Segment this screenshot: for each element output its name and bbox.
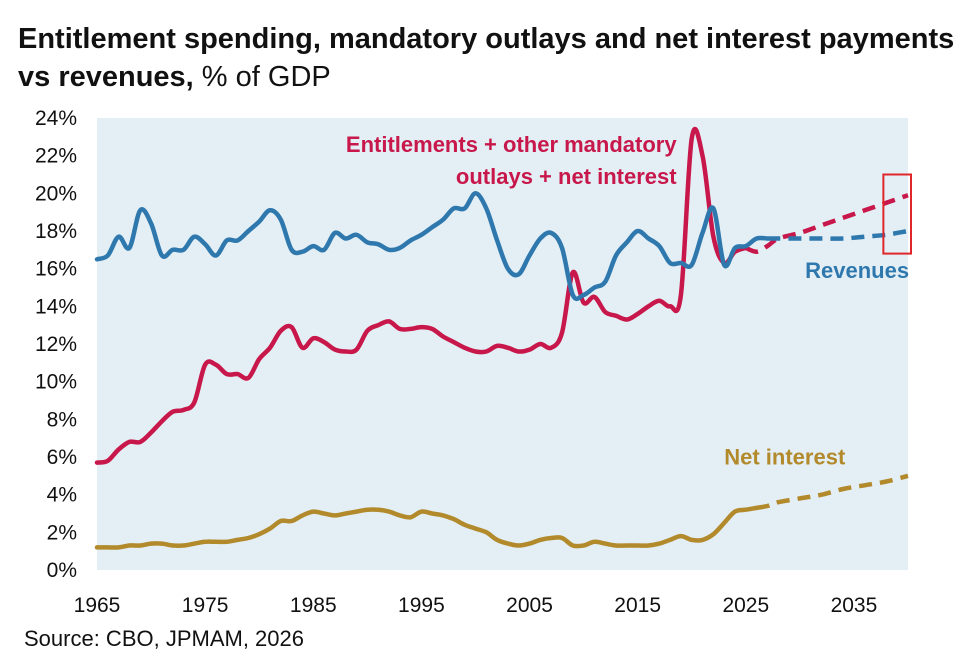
net-interest-projected-line <box>756 473 909 511</box>
x-tick-label: 1965 <box>74 594 121 617</box>
mandatory-series-label-line2: outlays + net interest <box>456 164 677 189</box>
highlight-box <box>882 173 913 255</box>
revenues-series-label: Revenues <box>805 258 909 283</box>
y-tick-label: 22% <box>35 145 77 168</box>
source-note: Source: CBO, JPMAM, 2026 <box>24 626 304 651</box>
y-tick-label: 0% <box>47 559 77 582</box>
x-tick-label: 2035 <box>831 594 878 617</box>
y-tick-label: 10% <box>35 371 77 394</box>
revenues-projected-line <box>767 228 909 241</box>
revenues-historical-line <box>94 191 770 302</box>
mandatory-historical-line <box>94 126 749 465</box>
y-tick-label: 18% <box>35 220 77 243</box>
chart-title: Entitlement spending, mandatory outlays … <box>18 20 968 96</box>
series-layer <box>94 126 909 550</box>
y-tick-label: 8% <box>47 408 77 431</box>
y-tick-label: 12% <box>35 333 77 356</box>
x-tick-label: 1975 <box>182 594 229 617</box>
net-interest-historical-line <box>94 505 759 550</box>
y-tick-label: 24% <box>35 107 77 130</box>
chart-title-unit: % of GDP <box>201 61 331 93</box>
chart-title-main: Entitlement spending, mandatory outlays … <box>18 23 955 93</box>
y-tick-label: 4% <box>47 484 77 507</box>
x-tick-label: 2025 <box>722 594 769 617</box>
mandatory-projected-line <box>744 193 909 254</box>
y-tick-label: 6% <box>47 446 77 469</box>
x-tick-label: 2005 <box>506 594 553 617</box>
y-tick-label: 14% <box>35 295 77 318</box>
net-interest-series-label: Net interest <box>724 445 846 470</box>
x-tick-label: 1985 <box>290 594 337 617</box>
mandatory-series-label-line1: Entitlements + other mandatory <box>346 132 677 157</box>
x-tick-label: 2015 <box>614 594 661 617</box>
y-tick-label: 2% <box>47 521 77 544</box>
x-tick-label: 1995 <box>398 594 445 617</box>
plot-area <box>97 118 908 570</box>
x-axis: 1965 1975 1985 1995 2005 2015 2025 2035 <box>74 594 878 617</box>
y-tick-label: 16% <box>35 258 77 281</box>
y-axis: 0% 2% 4% 6% 8% 10% 12% 14% 16% 18% 20% 22% 24% <box>35 107 77 582</box>
y-tick-label: 20% <box>35 182 77 205</box>
